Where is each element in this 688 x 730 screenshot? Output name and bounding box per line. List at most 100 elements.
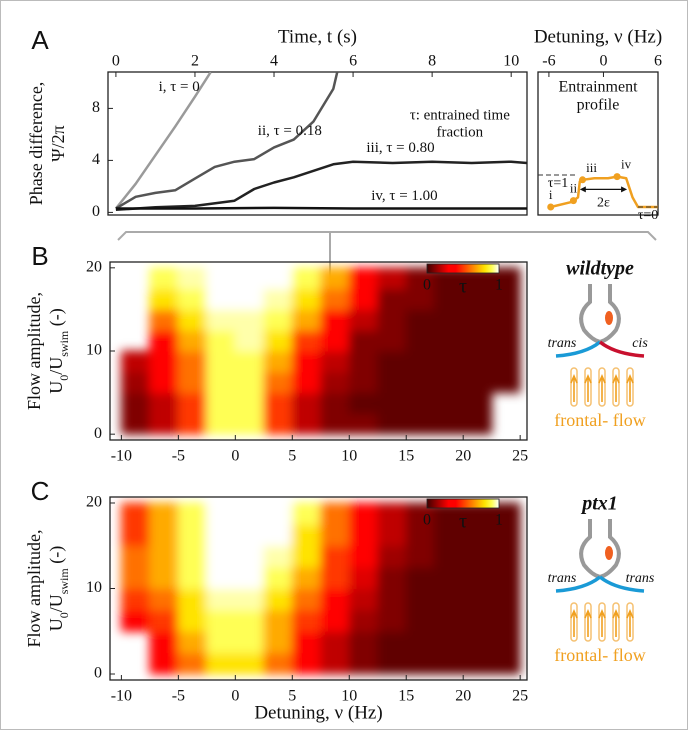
heatmap-cell bbox=[377, 329, 407, 352]
heatmap-cell bbox=[291, 609, 322, 632]
x-tick-label: -5 bbox=[172, 448, 185, 465]
colorbar-tick-label: 1 bbox=[495, 277, 503, 294]
heatmap-cell bbox=[348, 371, 379, 394]
y-axis-units-part: 0 bbox=[57, 612, 71, 618]
heatmap-cell bbox=[177, 308, 208, 331]
x-tick-label: 20 bbox=[455, 448, 471, 465]
heatmap-cell bbox=[348, 566, 379, 589]
heatmap-cell bbox=[434, 545, 464, 568]
panel-letter: C bbox=[31, 476, 50, 506]
flagellum-right bbox=[598, 340, 645, 358]
heatmap-cell bbox=[462, 288, 493, 310]
heatmap-cell bbox=[377, 588, 407, 611]
heatmap-cell bbox=[320, 502, 350, 525]
heatmap-cell bbox=[377, 288, 407, 310]
heatmap-cell bbox=[263, 523, 293, 547]
flagellum-left bbox=[555, 340, 602, 358]
heatmap-cell bbox=[405, 288, 436, 310]
heatmap-cell bbox=[149, 371, 179, 394]
flow-arrow bbox=[584, 373, 592, 402]
x-tick-label: 5 bbox=[288, 448, 296, 465]
heatmap-cell bbox=[320, 588, 350, 611]
x-tick-label: 0 bbox=[112, 53, 120, 70]
colorbar bbox=[426, 498, 500, 509]
flow-arrow bbox=[612, 373, 620, 402]
heatmap-cell bbox=[348, 609, 379, 632]
heatmap-cell bbox=[320, 267, 350, 290]
heatmap-cell bbox=[291, 267, 322, 290]
heatmap-cell bbox=[491, 545, 521, 568]
heatmap-cell bbox=[234, 412, 265, 435]
y-tick-label: 10 bbox=[86, 579, 102, 596]
heatmap-cell bbox=[377, 566, 407, 589]
flow-arrow bbox=[626, 608, 634, 637]
heatmap-cell bbox=[291, 523, 322, 547]
heatmap-cell bbox=[234, 371, 265, 394]
heatmap-cell bbox=[320, 566, 350, 589]
x-tick-label: 0 bbox=[231, 448, 239, 465]
heatmap-cell bbox=[348, 288, 379, 310]
flow-channel bbox=[598, 602, 606, 642]
heatmap-cell bbox=[462, 350, 493, 373]
heatmap-cell bbox=[405, 412, 436, 435]
x-tick-label: 2 bbox=[191, 53, 199, 70]
heatmap bbox=[120, 502, 521, 675]
marker bbox=[579, 176, 587, 184]
heatmap-cell bbox=[491, 609, 521, 632]
heatmap-cell bbox=[405, 392, 436, 414]
heatmap-cell bbox=[462, 371, 493, 394]
flow-arrow bbox=[584, 608, 592, 637]
heatmap-cell bbox=[348, 308, 379, 331]
heatmap-cell bbox=[177, 288, 208, 310]
y-axis-title: Phase difference, bbox=[26, 82, 46, 206]
heatmap-cell bbox=[491, 288, 521, 310]
level-label: τ=0 bbox=[638, 208, 659, 223]
colorbar-label: τ bbox=[459, 276, 467, 298]
colorbar-label: τ bbox=[459, 511, 467, 533]
heatmap-cell bbox=[405, 371, 436, 394]
heatmap-cell bbox=[206, 609, 236, 632]
heatmap-cell bbox=[348, 523, 379, 547]
heatmap-cell bbox=[120, 545, 151, 568]
colorbar-tick-label: 1 bbox=[495, 512, 503, 529]
genotype: ptx1 bbox=[580, 493, 618, 515]
heatmap-cell bbox=[291, 371, 322, 394]
flow-channel bbox=[570, 602, 578, 642]
heatmap-cell bbox=[206, 329, 236, 352]
y-tick-label: 10 bbox=[86, 342, 102, 359]
heatmap-cell bbox=[462, 566, 493, 589]
marker-label: ii bbox=[570, 181, 578, 196]
heatmap-cell bbox=[491, 588, 521, 611]
heatmap-cell bbox=[462, 609, 493, 632]
flow-arrow bbox=[598, 608, 606, 637]
flagellum-right bbox=[598, 575, 645, 593]
heatmap-cell bbox=[434, 630, 464, 654]
plot-frame bbox=[537, 71, 659, 216]
flow-channel bbox=[584, 367, 592, 407]
heatmap-cell bbox=[348, 392, 379, 414]
heatmap-cell bbox=[120, 412, 151, 435]
strand-label: trans bbox=[548, 571, 577, 586]
heatmap-cell bbox=[491, 329, 521, 352]
y-axis-title: Flow amplitude, bbox=[24, 292, 44, 410]
heatmap-cell bbox=[491, 652, 521, 675]
heatmap-cell bbox=[291, 502, 322, 525]
heatmap-cell bbox=[434, 308, 464, 331]
heatmap-cell bbox=[206, 288, 236, 310]
panel-letter: A bbox=[31, 25, 49, 55]
heatmap-cell bbox=[263, 371, 293, 394]
marker bbox=[613, 173, 621, 181]
series-label: i, τ = 0 bbox=[159, 79, 200, 95]
width-label: 2ε bbox=[597, 196, 610, 211]
x-tick-label: -10 bbox=[111, 688, 132, 705]
heatmap-cell bbox=[462, 523, 493, 547]
x-axis-title: Time, t (s) bbox=[278, 26, 357, 47]
heatmap-cell bbox=[149, 609, 179, 632]
heatmap-cell bbox=[149, 288, 179, 310]
heatmap-cell bbox=[405, 566, 436, 589]
heatmap-cell bbox=[320, 630, 350, 654]
heatmap-cell bbox=[120, 566, 151, 589]
heatmap-cell bbox=[149, 412, 179, 435]
heatmap-cell bbox=[149, 308, 179, 331]
y-axis-title: Ψ/2π bbox=[48, 125, 68, 161]
